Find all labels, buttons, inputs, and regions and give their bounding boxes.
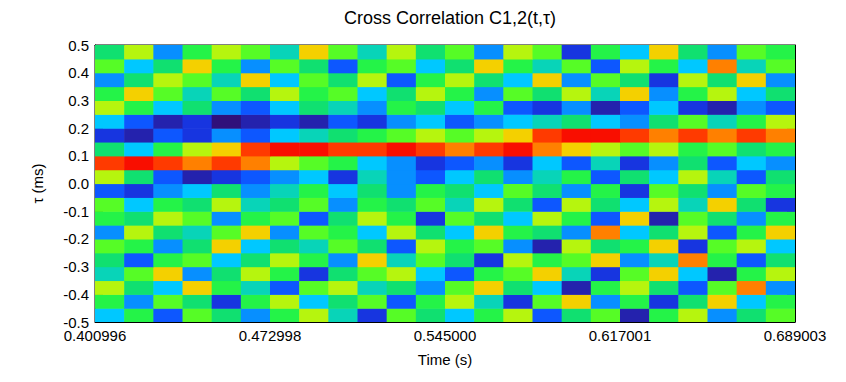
svg-text:0.2: 0.2 xyxy=(68,120,89,137)
svg-text:Cross Correlation C1,2(t,τ): Cross Correlation C1,2(t,τ) xyxy=(344,8,556,28)
svg-text:0.400996: 0.400996 xyxy=(64,327,127,344)
svg-text:-0.1: -0.1 xyxy=(63,203,89,220)
svg-text:τ (ms): τ (ms) xyxy=(29,163,46,203)
svg-text:0.4: 0.4 xyxy=(68,64,89,81)
svg-text:Time (s): Time (s) xyxy=(418,351,472,368)
svg-text:0.3: 0.3 xyxy=(68,92,89,109)
svg-text:-0.5: -0.5 xyxy=(63,313,89,331)
svg-text:0.5: 0.5 xyxy=(68,37,89,54)
svg-text:0.1: 0.1 xyxy=(68,147,89,164)
svg-text:-0.4: -0.4 xyxy=(63,286,89,303)
svg-text:0.545000: 0.545000 xyxy=(414,327,477,344)
svg-text:0.617001: 0.617001 xyxy=(589,327,652,344)
svg-text:0.689003: 0.689003 xyxy=(764,327,827,344)
svg-text:-0.3: -0.3 xyxy=(63,258,89,275)
svg-text:0.472998: 0.472998 xyxy=(239,327,302,344)
svg-text:0.0: 0.0 xyxy=(68,175,89,192)
svg-text:-0.2: -0.2 xyxy=(63,230,89,247)
